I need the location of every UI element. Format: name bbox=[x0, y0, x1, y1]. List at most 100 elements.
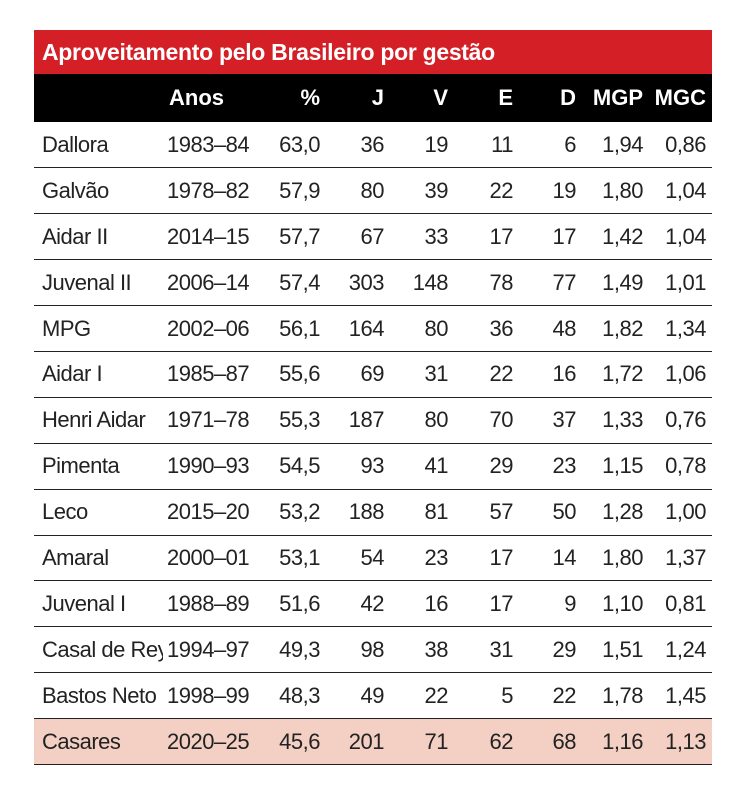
cell-v: 38 bbox=[424, 636, 449, 662]
cell-name: Henri Aidar bbox=[42, 407, 146, 433]
stats-table: Anos % J V E D MGP MGC Dallora 1983–84 63,… bbox=[34, 74, 712, 765]
cell-anos: 1988–89 bbox=[167, 590, 250, 616]
cell-d: 37 bbox=[552, 407, 577, 433]
cell-mgc: 0,78 bbox=[665, 453, 706, 479]
cell-anos: 2002–06 bbox=[167, 315, 250, 341]
cell-pct: 55,3 bbox=[279, 407, 320, 433]
cell-mgp: 1,80 bbox=[602, 544, 643, 570]
cell-pct: 49,3 bbox=[279, 636, 320, 662]
cell-v: 39 bbox=[424, 177, 449, 203]
header-e: E bbox=[498, 85, 513, 110]
table-title: Aproveitamento pelo Brasileiro por gestã… bbox=[34, 30, 712, 74]
table-row: Casal de Rey 1994–97 49,3 98 38 31 29 1,51 1,24 bbox=[34, 627, 712, 673]
header-d: D bbox=[560, 85, 576, 110]
cell-mgc: 0,81 bbox=[665, 590, 706, 616]
cell-v: 80 bbox=[424, 315, 449, 341]
table-row: Dallora 1983–84 63,0 36 19 11 6 1,94 0,86 bbox=[34, 122, 712, 168]
cell-j: 67 bbox=[360, 223, 385, 249]
cell-v: 80 bbox=[424, 407, 449, 433]
cell-anos: 1985–87 bbox=[167, 361, 250, 387]
cell-anos: 1978–82 bbox=[167, 177, 250, 203]
cell-mgp: 1,82 bbox=[602, 315, 643, 341]
cell-mgp: 1,10 bbox=[602, 590, 643, 616]
table-row: MPG 2002–06 56,1 164 80 36 48 1,82 1,34 bbox=[34, 306, 712, 352]
cell-pct: 54,5 bbox=[279, 453, 320, 479]
cell-pct: 63,0 bbox=[279, 131, 320, 157]
cell-mgp: 1,51 bbox=[602, 636, 643, 662]
cell-name: Aidar I bbox=[42, 361, 103, 387]
cell-d: 6 bbox=[564, 131, 576, 157]
cell-d: 77 bbox=[552, 269, 577, 295]
cell-d: 16 bbox=[552, 361, 577, 387]
cell-j: 54 bbox=[360, 544, 385, 570]
cell-j: 69 bbox=[360, 361, 385, 387]
cell-anos: 2015–20 bbox=[167, 499, 250, 525]
cell-v: 81 bbox=[424, 499, 449, 525]
header-mgp: MGP bbox=[592, 85, 643, 110]
cell-e: 78 bbox=[489, 269, 514, 295]
cell-d: 14 bbox=[552, 544, 577, 570]
header-row: Anos % J V E D MGP MGC bbox=[34, 74, 712, 122]
header-anos: Anos bbox=[169, 85, 224, 110]
cell-j: 98 bbox=[360, 636, 385, 662]
cell-mgc: 1,45 bbox=[665, 682, 706, 708]
cell-name: MPG bbox=[42, 315, 91, 341]
cell-name: Dallora bbox=[42, 131, 109, 157]
cell-v: 19 bbox=[424, 131, 449, 157]
cell-j: 187 bbox=[348, 407, 385, 433]
cell-j: 80 bbox=[360, 177, 385, 203]
table-row: Juvenal I 1988–89 51,6 42 16 17 9 1,10 0,81 bbox=[34, 581, 712, 627]
table-container: Aproveitamento pelo Brasileiro por gestã… bbox=[34, 30, 712, 765]
cell-anos: 1983–84 bbox=[167, 131, 250, 157]
header-v: V bbox=[433, 85, 448, 110]
cell-pct: 45,6 bbox=[279, 728, 320, 754]
cell-anos: 2006–14 bbox=[167, 269, 250, 295]
cell-d: 68 bbox=[552, 728, 577, 754]
cell-mgc: 1,34 bbox=[665, 315, 706, 341]
cell-e: 17 bbox=[489, 544, 514, 570]
cell-v: 33 bbox=[424, 223, 449, 249]
cell-d: 17 bbox=[552, 223, 577, 249]
cell-j: 49 bbox=[360, 682, 385, 708]
cell-v: 41 bbox=[424, 453, 449, 479]
cell-name: Bastos Neto bbox=[42, 682, 157, 708]
cell-mgc: 1,04 bbox=[665, 177, 706, 203]
table-row: Juvenal II 2006–14 57,4 303 148 78 77 1,49 1,01 bbox=[34, 260, 712, 306]
cell-anos: 1990–93 bbox=[167, 453, 250, 479]
cell-mgc: 0,86 bbox=[665, 131, 706, 157]
cell-name: Juvenal I bbox=[42, 590, 126, 616]
cell-v: 22 bbox=[424, 682, 449, 708]
cell-anos: 1994–97 bbox=[167, 636, 250, 662]
cell-mgc: 1,24 bbox=[665, 636, 706, 662]
cell-pct: 57,7 bbox=[279, 223, 320, 249]
cell-e: 36 bbox=[489, 315, 514, 341]
cell-name: Juvenal II bbox=[42, 269, 132, 295]
cell-d: 48 bbox=[552, 315, 577, 341]
cell-anos: 2000–01 bbox=[167, 544, 250, 570]
table-row: Pimenta 1990–93 54,5 93 41 29 23 1,15 0,78 bbox=[34, 443, 712, 490]
cell-e: 22 bbox=[489, 177, 514, 203]
cell-mgp: 1,78 bbox=[602, 682, 643, 708]
table-row: Bastos Neto 1998–99 48,3 49 22 5 22 1,78 1,45 bbox=[34, 673, 712, 719]
table-row: Leco 2015–20 53,2 188 81 57 50 1,28 1,00 bbox=[34, 489, 712, 536]
cell-mgc: 1,01 bbox=[665, 269, 706, 295]
cell-mgp: 1,94 bbox=[602, 131, 643, 157]
table-row: Amaral 2000–01 53,1 54 23 17 14 1,80 1,37 bbox=[34, 535, 712, 581]
table-row: Casares 2020–25 45,6 201 71 62 68 1,16 1,13 bbox=[34, 718, 712, 765]
cell-d: 19 bbox=[552, 177, 577, 203]
cell-e: 11 bbox=[491, 131, 513, 157]
cell-mgp: 1,16 bbox=[602, 728, 643, 754]
cell-name: Casares bbox=[42, 728, 121, 754]
cell-anos: 1998–99 bbox=[167, 682, 250, 708]
cell-pct: 57,9 bbox=[279, 177, 320, 203]
cell-e: 29 bbox=[489, 453, 514, 479]
table-body: Dallora 1983–84 63,0 36 19 11 6 1,94 0,86 Galvão 1… bbox=[34, 122, 712, 765]
cell-mgc: 1,37 bbox=[665, 544, 706, 570]
cell-mgp: 1,49 bbox=[602, 269, 643, 295]
cell-mgp: 1,80 bbox=[602, 177, 643, 203]
cell-mgp: 1,33 bbox=[602, 407, 643, 433]
header-pct: % bbox=[300, 85, 320, 110]
cell-name: Pimenta bbox=[42, 453, 120, 479]
cell-anos: 1971–78 bbox=[167, 407, 250, 433]
cell-pct: 56,1 bbox=[279, 315, 320, 341]
